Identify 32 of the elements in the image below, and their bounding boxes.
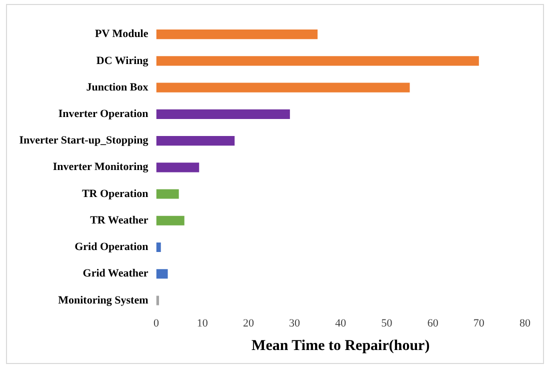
bar bbox=[156, 136, 235, 146]
y-tick-label: TR Operation bbox=[82, 188, 148, 200]
y-tick-label: Grid Operation bbox=[74, 241, 148, 254]
x-tick-label: 20 bbox=[242, 317, 254, 330]
x-tick-label: 50 bbox=[381, 317, 393, 330]
bar bbox=[156, 296, 160, 306]
x-tick-label: 0 bbox=[154, 317, 160, 330]
y-tick-label: DC Wiring bbox=[96, 54, 149, 67]
bar bbox=[156, 269, 168, 279]
bar bbox=[156, 242, 161, 252]
bar bbox=[156, 189, 179, 199]
bar bbox=[156, 30, 318, 40]
x-tick-label: 80 bbox=[520, 317, 531, 330]
y-tick-label: Grid Weather bbox=[82, 268, 148, 280]
x-tick-label: 60 bbox=[427, 317, 439, 330]
bar bbox=[156, 56, 479, 66]
y-tick-label: PV Module bbox=[94, 28, 148, 40]
bar bbox=[156, 162, 200, 172]
y-tick-label: Inverter Monitoring bbox=[52, 161, 149, 174]
y-tick-label: Inverter Start-up_Stopping bbox=[19, 134, 149, 147]
y-tick-label: Inverter Operation bbox=[58, 108, 148, 120]
y-tick-label: Junction Box bbox=[86, 81, 149, 94]
x-axis-title: Mean Time to Repair(hour) bbox=[252, 338, 430, 354]
y-tick-label: Monitoring System bbox=[58, 294, 148, 306]
bar bbox=[156, 109, 290, 119]
x-tick-label: 40 bbox=[335, 317, 347, 330]
x-tick-label: 30 bbox=[289, 317, 301, 330]
x-tick-label: 70 bbox=[473, 317, 485, 330]
bar bbox=[156, 82, 410, 92]
bar bbox=[156, 216, 184, 226]
x-tick-label: 10 bbox=[196, 317, 208, 330]
y-tick-label: TR Weather bbox=[90, 214, 148, 226]
